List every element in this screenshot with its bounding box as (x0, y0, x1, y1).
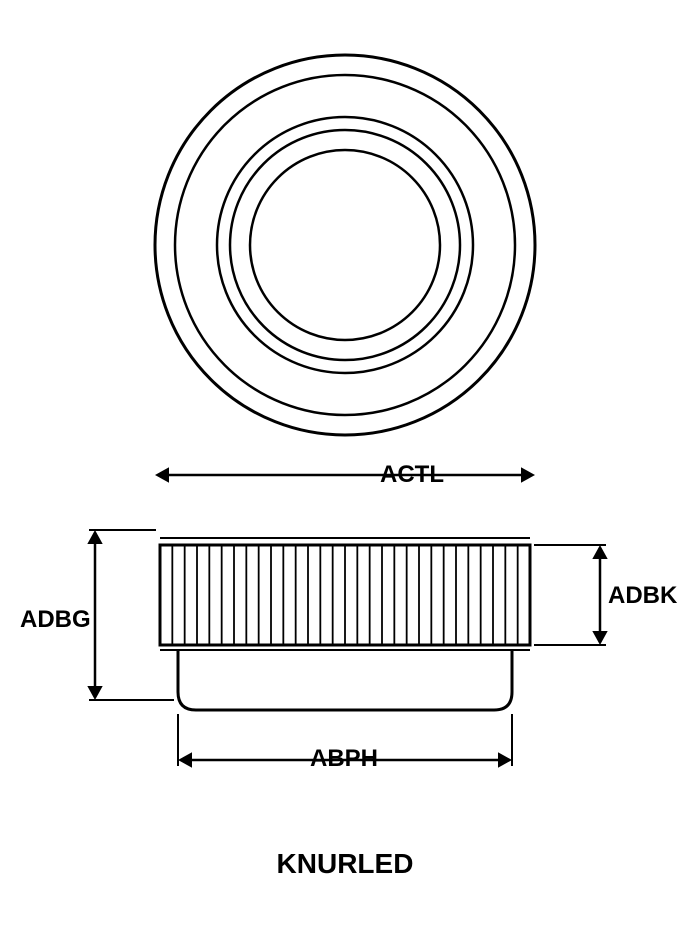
dimension-label-adbk: ADBK (608, 582, 677, 610)
diagram-svg (0, 0, 690, 933)
diagram-page: ACTL ADBG ADBK ABPH KNURLED (0, 0, 690, 933)
diagram-title: KNURLED (0, 848, 690, 880)
dimension-label-abph: ABPH (310, 745, 378, 773)
dimension-label-actl: ACTL (380, 461, 444, 489)
dimension-label-adbg: ADBG (20, 606, 91, 634)
